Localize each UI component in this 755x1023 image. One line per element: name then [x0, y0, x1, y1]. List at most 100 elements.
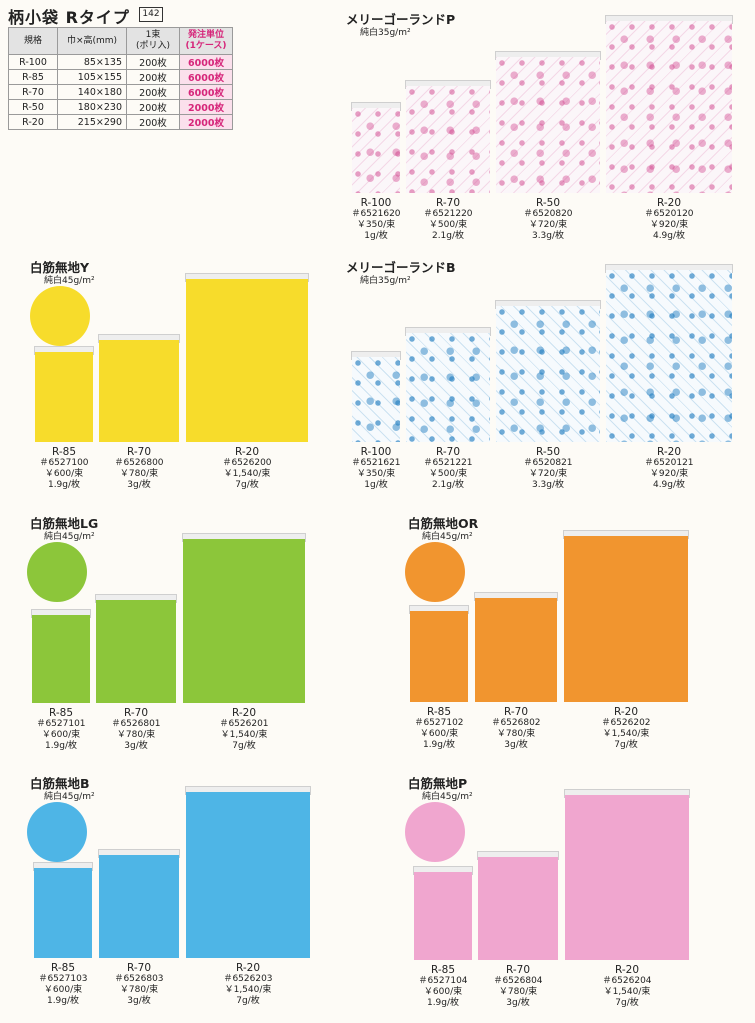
- product-bag-p-r70[interactable]: R-70 ＃6526804 ￥780/束 3g/枚: [477, 851, 559, 1008]
- section-title-merry-p: メリーゴーランドP: [346, 12, 456, 27]
- product-size: R-70: [503, 706, 529, 718]
- product-size: R-70: [123, 707, 149, 719]
- product-bag-merry-p-r20[interactable]: R-20 ＃6520120 ￥920/束 4.9g/枚: [605, 15, 733, 241]
- product-size: R-100: [360, 197, 392, 209]
- product-bag-or-r70[interactable]: R-70 ＃6526802 ￥780/束 3g/枚: [474, 592, 558, 750]
- product-code: ＃6526202: [601, 718, 651, 728]
- product-bag-p-r85[interactable]: R-85 ＃6527104 ￥600/束 1.9g/枚: [413, 866, 473, 1008]
- row-order-unit: 6000枚: [179, 84, 233, 100]
- row-size: R-20: [8, 114, 58, 130]
- product-label: R-100 ＃6521620 ￥350/束 1g/枚: [332, 198, 420, 242]
- product-code: ＃6526802: [491, 718, 541, 728]
- bag-fill: [34, 868, 92, 958]
- product-price: ￥500/束: [428, 220, 468, 230]
- product-bag-or-r85[interactable]: R-85 ＃6527102 ￥600/束 1.9g/枚: [409, 605, 469, 750]
- product-weight: 1.9g/枚: [422, 740, 456, 750]
- product-price: ￥350/束: [356, 220, 396, 230]
- product-weight: 3g/枚: [127, 480, 151, 490]
- product-weight: 3.3g/枚: [531, 480, 565, 490]
- product-weight: 7g/枚: [235, 480, 259, 490]
- product-size: R-20: [231, 707, 257, 719]
- product-code: ＃6527103: [38, 974, 88, 984]
- table-row: R-20 215×290 200枚 2000枚: [8, 114, 233, 130]
- row-size: R-85: [8, 69, 58, 85]
- spec-table: 規格 巾×高(mm) 1束 (ポリ入) 発注単位 (1ケース) R-100 85…: [8, 27, 233, 130]
- product-label: R-70 ＃6521221 ￥500/束 2.1g/枚: [386, 447, 510, 491]
- product-code: ＃6526804: [493, 976, 543, 986]
- product-price: ￥920/束: [649, 220, 689, 230]
- product-code: ＃6520820: [523, 209, 573, 219]
- product-weight: 1.9g/枚: [44, 741, 78, 751]
- product-bag-y-r70[interactable]: R-70 ＃6526800 ￥780/束 3g/枚: [98, 334, 180, 490]
- product-label: R-70 ＃6521220 ￥500/束 2.1g/枚: [386, 198, 510, 242]
- bag-fill: [565, 795, 689, 960]
- bag-pattern: [606, 21, 732, 193]
- product-price: ￥720/束: [528, 220, 568, 230]
- bag-pattern: [406, 86, 490, 193]
- row-dims: 105×155: [57, 69, 127, 85]
- product-bag-b-r85[interactable]: R-85 ＃6527103 ￥600/束 1.9g/枚: [33, 862, 93, 1006]
- product-code: ＃6527100: [39, 458, 89, 468]
- product-weight: 3g/枚: [124, 741, 148, 751]
- bag-fill: [96, 600, 176, 703]
- product-label: R-50 ＃6520821 ￥720/束 3.3g/枚: [476, 447, 620, 491]
- product-label: R-70 ＃6526803 ￥780/束 3g/枚: [79, 963, 199, 1007]
- product-code: ＃6521621: [351, 458, 401, 468]
- product-bag-merry-b-r20[interactable]: R-20 ＃6520121 ￥920/束 4.9g/枚: [605, 264, 733, 490]
- product-code: ＃6526803: [114, 974, 164, 984]
- color-swatch-or: [405, 542, 465, 602]
- bag-fill: [35, 352, 93, 442]
- table-row: R-85 105×155 200枚 6000枚: [8, 69, 233, 85]
- product-bag-or-r20[interactable]: R-20 ＃6526202 ￥1,540/束 7g/枚: [563, 530, 689, 750]
- product-bag-lg-r70[interactable]: R-70 ＃6526801 ￥780/束 3g/枚: [95, 594, 177, 751]
- product-bag-lg-r20[interactable]: R-20 ＃6526201 ￥1,540/束 7g/枚: [182, 533, 306, 751]
- product-bag-b-r70[interactable]: R-70 ＃6526803 ￥780/束 3g/枚: [98, 849, 180, 1006]
- product-bag-merry-p-r50[interactable]: R-50 ＃6520820 ￥720/束 3.3g/枚: [495, 51, 601, 241]
- product-label: R-20 ＃6526204 ￥1,540/束 7g/枚: [545, 965, 709, 1009]
- row-dims: 180×230: [57, 99, 127, 115]
- product-bag-b-r20[interactable]: R-20 ＃6526203 ￥1,540/束 7g/枚: [185, 786, 311, 1006]
- product-bag-merry-p-r100[interactable]: R-100 ＃6521620 ￥350/束 1g/枚: [351, 102, 401, 241]
- section-subtitle-p: 純白45g/m²: [422, 792, 473, 802]
- page-number-badge: 142: [139, 7, 163, 22]
- color-swatch-lg: [27, 542, 87, 602]
- product-bag-lg-r85[interactable]: R-85 ＃6527101 ￥600/束 1.9g/枚: [31, 609, 91, 751]
- product-price: ￥1,540/束: [224, 985, 272, 995]
- product-size: R-20: [234, 446, 260, 458]
- product-price: ￥600/束: [44, 469, 84, 479]
- row-size: R-70: [8, 84, 58, 100]
- product-size: R-100: [360, 446, 392, 458]
- product-bag-y-r20[interactable]: R-20 ＃6526200 ￥1,540/束 7g/枚: [185, 273, 309, 490]
- bag-fill: [32, 615, 90, 703]
- header-pack: 1束 (ポリ入): [126, 27, 180, 55]
- product-bag-merry-b-r100[interactable]: R-100 ＃6521621 ￥350/束 1g/枚: [351, 351, 401, 490]
- bag-pattern: [606, 270, 732, 442]
- product-price: ￥1,540/束: [223, 469, 271, 479]
- product-code: ＃6527104: [418, 976, 468, 986]
- product-label: R-20 ＃6520120 ￥920/束 4.9g/枚: [586, 198, 752, 242]
- product-bag-merry-b-r70[interactable]: R-70 ＃6521221 ￥500/束 2.1g/枚: [405, 327, 491, 490]
- product-bag-merry-p-r70[interactable]: R-70 ＃6521220 ￥500/束 2.1g/枚: [405, 80, 491, 241]
- product-weight: 1.9g/枚: [46, 996, 80, 1006]
- bag-fill: [414, 872, 472, 960]
- product-code: ＃6520821: [523, 458, 573, 468]
- bag-fill: [186, 279, 308, 442]
- product-weight: 2.1g/枚: [431, 480, 465, 490]
- color-swatch-y: [30, 286, 90, 346]
- section-title-y: 白筋無地Y: [30, 260, 90, 275]
- table-row: R-50 180×230 200枚 2000枚: [8, 99, 233, 115]
- product-bag-p-r20[interactable]: R-20 ＃6526204 ￥1,540/束 7g/枚: [564, 789, 690, 1008]
- product-weight: 1.9g/枚: [426, 998, 460, 1008]
- row-order-unit: 2000枚: [179, 99, 233, 115]
- product-weight: 1g/枚: [364, 480, 388, 490]
- product-bag-y-r85[interactable]: R-85 ＃6527100 ￥600/束 1.9g/枚: [34, 346, 94, 490]
- bag-pattern: [352, 357, 400, 442]
- product-bag-merry-b-r50[interactable]: R-50 ＃6520821 ￥720/束 3.3g/枚: [495, 300, 601, 490]
- header-size: 規格: [8, 27, 58, 55]
- product-code: ＃6527102: [414, 718, 464, 728]
- bag-pattern: [406, 333, 490, 442]
- product-size: R-20: [656, 446, 682, 458]
- product-price: ￥350/束: [356, 469, 396, 479]
- product-label: R-85 ＃6527101 ￥600/束 1.9g/枚: [12, 708, 110, 752]
- bag-pattern: [352, 108, 400, 193]
